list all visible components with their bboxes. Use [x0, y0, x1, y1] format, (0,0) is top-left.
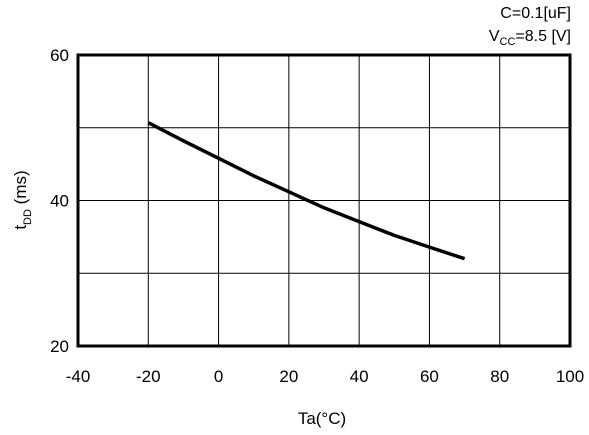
grid [78, 55, 570, 346]
y-tick-label: 20 [50, 337, 69, 356]
x-axis-label: Ta(°C) [298, 409, 346, 428]
x-tick-label: 100 [556, 367, 584, 386]
series-layer [147, 121, 466, 261]
condition-voltage-main: V [489, 28, 500, 45]
y-tick-label: 40 [50, 192, 69, 211]
x-tick-label: 40 [350, 367, 369, 386]
y-axis-label-main: t [11, 225, 30, 230]
y-axis-label: tDD (ms) [11, 170, 34, 229]
y-axis-label-unit: (ms) [11, 170, 30, 209]
x-tick-label: 80 [490, 367, 509, 386]
series-line [147, 121, 466, 261]
y-axis-label-sub: DD [22, 209, 34, 225]
y-tick-label: 60 [50, 46, 69, 65]
condition-capacitance: C=0.1[uF] [500, 5, 571, 22]
x-tick-label: -40 [66, 367, 91, 386]
x-tick-label: 60 [420, 367, 439, 386]
condition-voltage-sub: CC [500, 36, 516, 48]
y-tick-labels: 20 40 60 [50, 46, 69, 356]
x-tick-label: -20 [136, 367, 161, 386]
plot-frame [76, 53, 572, 348]
x-tick-label: 20 [279, 367, 298, 386]
x-tick-label: 0 [214, 367, 223, 386]
condition-voltage-rest: =8.5 [V] [515, 28, 571, 45]
x-tick-labels: -40 -20 0 20 40 60 80 100 [66, 367, 584, 386]
condition-voltage: VCC=8.5 [V] [489, 28, 571, 48]
